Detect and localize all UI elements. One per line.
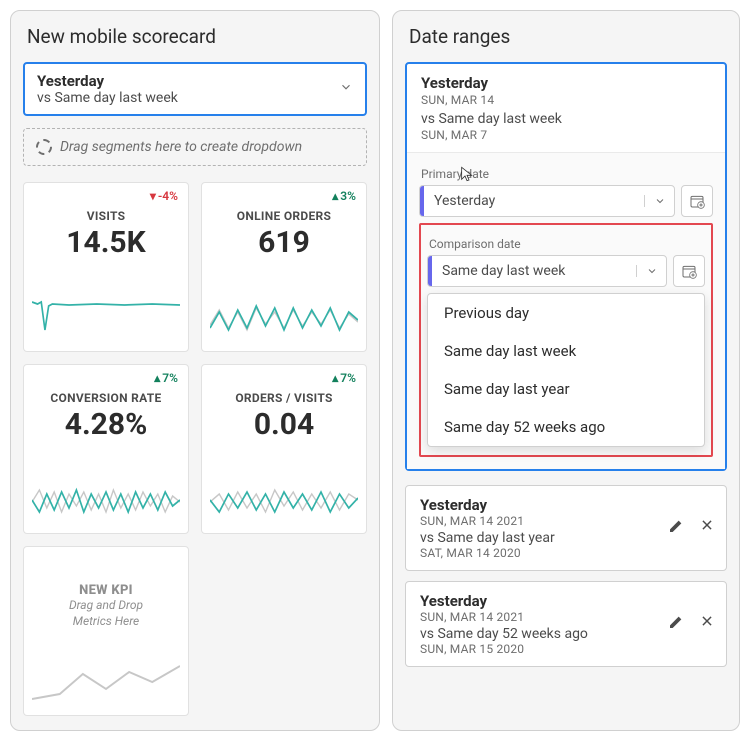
- range-primary-title: Yesterday: [421, 74, 711, 92]
- sparkline-placeholder: [32, 654, 180, 709]
- kpi-delta: 3%: [332, 189, 356, 203]
- comparison-date-label: Comparison date: [429, 237, 705, 251]
- segment-icon: [36, 139, 52, 155]
- primary-date-select[interactable]: Yesterday: [419, 185, 675, 217]
- edit-icon[interactable]: [668, 518, 684, 538]
- chevron-down-icon: [636, 265, 666, 277]
- kpi-conversion-rate[interactable]: 7% CONVERSION RATE 4.28%: [23, 364, 189, 534]
- chevron-down-icon: [339, 80, 353, 98]
- kpi-visits[interactable]: -4% VISITS 14.5K: [23, 182, 189, 352]
- calendar-add-button[interactable]: [673, 255, 705, 287]
- kpi-new-placeholder[interactable]: NEW KPI Drag and DropMetrics Here: [23, 546, 189, 716]
- chevron-down-icon: [644, 195, 674, 207]
- date-range-card-active[interactable]: Yesterday SUN, MAR 14 vs Same day last w…: [405, 62, 727, 471]
- select-value: Yesterday: [424, 193, 644, 209]
- date-primary: Yesterday: [37, 72, 353, 90]
- dropdown-option[interactable]: Same day last week: [428, 332, 704, 370]
- comparison-dropdown-menu: Previous day Same day last week Same day…: [427, 293, 705, 447]
- kpi-label: VISITS: [87, 209, 126, 223]
- dropdown-option[interactable]: Same day last year: [428, 370, 704, 408]
- kpi-online-orders[interactable]: 3% ONLINE ORDERS 619: [201, 182, 367, 352]
- range-primary-title: Yesterday: [420, 592, 712, 610]
- range-compare-sub: SUN, MAR 7: [421, 128, 711, 142]
- date-compare: vs Same day last week: [37, 90, 353, 106]
- card-actions: [668, 518, 714, 538]
- range-header: Yesterday SUN, MAR 14 vs Same day last w…: [407, 64, 725, 152]
- kpi-label: ORDERS / VISITS: [235, 391, 332, 405]
- range-compare-sub: SAT, MAR 14 2020: [420, 546, 712, 560]
- range-compare-title: vs Same day last week: [421, 111, 711, 127]
- scorecard-title: New mobile scorecard: [23, 25, 367, 48]
- range-compare-sub: SUN, MAR 15 2020: [420, 642, 712, 656]
- kpi-delta: -4%: [150, 189, 178, 203]
- kpi-value: 619: [258, 225, 310, 260]
- sparkline: [210, 472, 358, 527]
- dropdown-option[interactable]: Previous day: [428, 294, 704, 332]
- comparison-highlight: Comparison date Same day last week: [419, 223, 713, 457]
- sparkline: [32, 472, 180, 527]
- scorecard-panel: New mobile scorecard Yesterday vs Same d…: [10, 10, 380, 731]
- kpi-grid: -4% VISITS 14.5K 3% ONLINE ORDERS 619 7%: [23, 182, 367, 716]
- date-ranges-panel: Date ranges Yesterday SUN, MAR 14 vs Sam…: [392, 10, 740, 731]
- date-range-card[interactable]: Yesterday SUN, MAR 14 2021 vs Same day l…: [405, 485, 727, 571]
- date-ranges-title: Date ranges: [405, 25, 727, 48]
- date-range-selector[interactable]: Yesterday vs Same day last week: [23, 62, 367, 116]
- date-range-card[interactable]: Yesterday SUN, MAR 14 2021 vs Same day 5…: [405, 581, 727, 667]
- range-primary-sub: SUN, MAR 14: [421, 93, 711, 107]
- kpi-label: ONLINE ORDERS: [237, 209, 331, 223]
- select-value: Same day last week: [432, 263, 636, 279]
- dropdown-option[interactable]: Same day 52 weeks ago: [428, 408, 704, 446]
- primary-date-label: Primary date: [421, 167, 713, 181]
- edit-icon[interactable]: [668, 614, 684, 634]
- range-body: Primary date Yesterday: [407, 152, 725, 469]
- new-kpi-sub: Drag and DropMetrics Here: [69, 598, 143, 629]
- sparkline: [32, 290, 180, 345]
- kpi-label: CONVERSION RATE: [50, 391, 161, 405]
- range-primary-title: Yesterday: [420, 496, 712, 514]
- segments-drop-zone[interactable]: Drag segments here to create dropdown: [23, 128, 367, 166]
- kpi-delta: 7%: [154, 371, 178, 385]
- close-icon[interactable]: [700, 518, 714, 538]
- kpi-value: 4.28%: [65, 407, 148, 442]
- kpi-delta: 7%: [332, 371, 356, 385]
- kpi-value: 0.04: [254, 407, 314, 442]
- close-icon[interactable]: [700, 614, 714, 634]
- card-actions: [668, 614, 714, 634]
- comparison-date-select[interactable]: Same day last week: [427, 255, 667, 287]
- sparkline: [210, 290, 358, 345]
- kpi-orders-visits[interactable]: 7% ORDERS / VISITS 0.04: [201, 364, 367, 534]
- kpi-value: 14.5K: [66, 225, 145, 260]
- drop-zone-text: Drag segments here to create dropdown: [60, 139, 302, 155]
- new-kpi-label: NEW KPI: [79, 583, 133, 598]
- calendar-add-button[interactable]: [681, 185, 713, 217]
